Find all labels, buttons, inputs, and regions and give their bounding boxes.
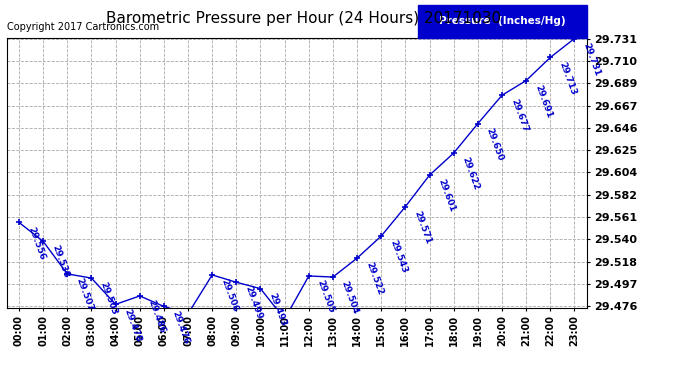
Text: 29.538: 29.538 bbox=[50, 244, 70, 280]
Text: 29.507: 29.507 bbox=[75, 277, 95, 312]
Text: 29.503: 29.503 bbox=[99, 281, 119, 316]
Text: Barometric Pressure per Hour (24 Hours) 20171030: Barometric Pressure per Hour (24 Hours) … bbox=[106, 11, 501, 26]
Text: 29.504: 29.504 bbox=[340, 280, 360, 315]
Text: 29.469: 29.469 bbox=[0, 374, 1, 375]
Text: 29.505: 29.505 bbox=[316, 279, 336, 314]
Text: 29.677: 29.677 bbox=[509, 98, 529, 134]
Text: 29.543: 29.543 bbox=[388, 239, 408, 275]
Text: 29.650: 29.650 bbox=[485, 126, 505, 162]
Text: 29.493: 29.493 bbox=[268, 291, 288, 327]
Text: 29.522: 29.522 bbox=[364, 261, 384, 297]
Text: 29.571: 29.571 bbox=[413, 209, 433, 245]
Text: Pressure  (Inches/Hg): Pressure (Inches/Hg) bbox=[439, 16, 566, 26]
Text: Copyright 2017 Cartronics.com: Copyright 2017 Cartronics.com bbox=[7, 22, 159, 32]
Text: 29.506: 29.506 bbox=[219, 278, 239, 314]
Text: 29.691: 29.691 bbox=[533, 83, 553, 119]
Text: 29.499: 29.499 bbox=[244, 285, 264, 321]
Text: 29.731: 29.731 bbox=[582, 41, 602, 77]
Text: 29.478: 29.478 bbox=[123, 307, 143, 343]
Text: 29.476: 29.476 bbox=[171, 309, 191, 345]
Text: 29.601: 29.601 bbox=[437, 178, 457, 213]
Text: 29.464: 29.464 bbox=[0, 374, 1, 375]
Text: 29.622: 29.622 bbox=[461, 156, 481, 192]
FancyBboxPatch shape bbox=[418, 5, 586, 38]
Text: 29.713: 29.713 bbox=[558, 60, 578, 96]
Text: 29.556: 29.556 bbox=[26, 225, 46, 261]
Text: 29.486: 29.486 bbox=[147, 299, 167, 334]
